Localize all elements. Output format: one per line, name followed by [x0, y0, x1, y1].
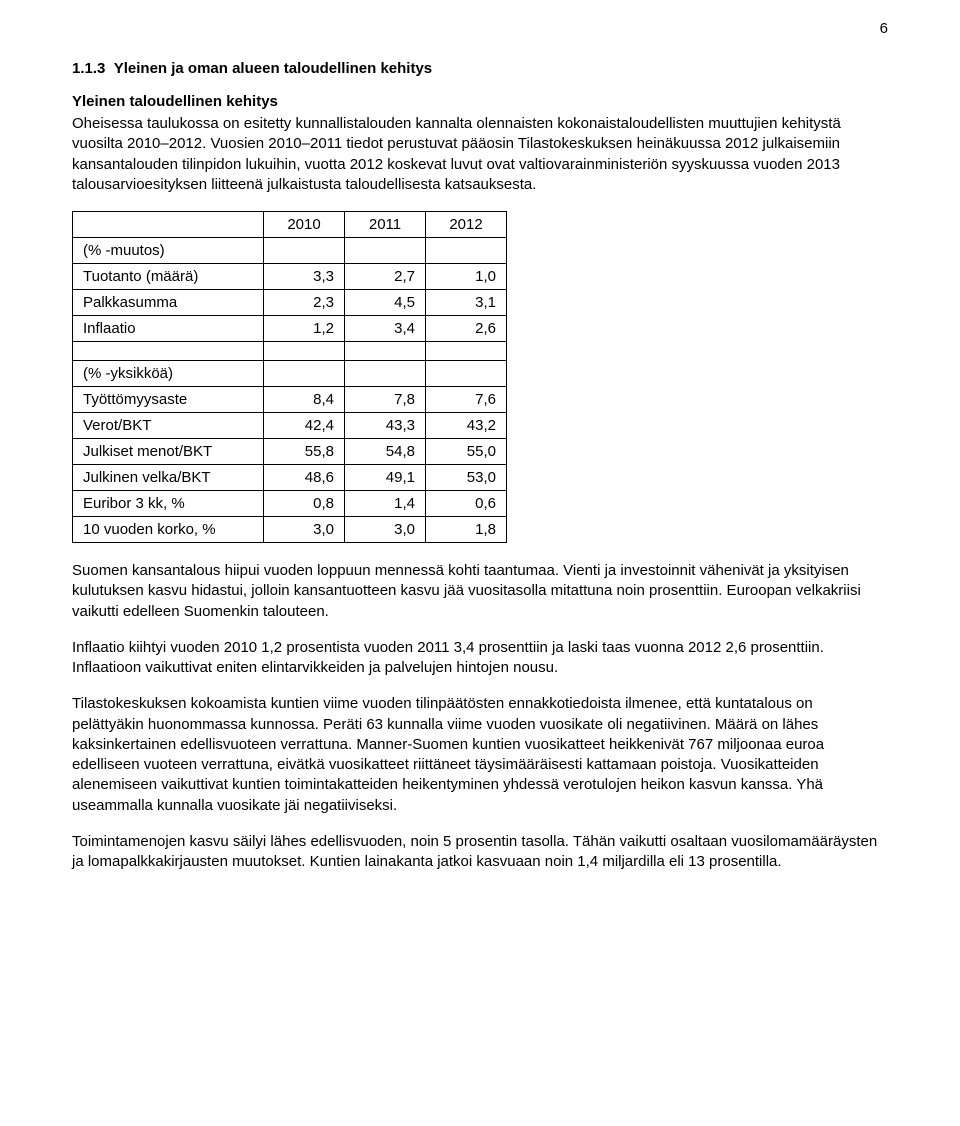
row-label: Tuotanto (määrä) — [73, 264, 264, 290]
row-label: Julkiset menot/BKT — [73, 439, 264, 465]
cell: 42,4 — [264, 413, 345, 439]
table-row: Inflaatio 1,2 3,4 2,6 — [73, 316, 507, 342]
cell: 7,6 — [426, 387, 507, 413]
row-label: Inflaatio — [73, 316, 264, 342]
intro-paragraph: Oheisessa taulukossa on esitetty kunnall… — [72, 114, 888, 195]
cell: 43,3 — [345, 413, 426, 439]
cell: 4,5 — [345, 290, 426, 316]
cell: 55,0 — [426, 439, 507, 465]
cell: 1,8 — [426, 517, 507, 543]
col-header: 2012 — [426, 212, 507, 238]
table-header-row: 2010 2011 2012 — [73, 212, 507, 238]
cell: 3,0 — [264, 517, 345, 543]
cell: 3,0 — [345, 517, 426, 543]
cell: 2,7 — [345, 264, 426, 290]
cell: 1,0 — [426, 264, 507, 290]
cell: 3,1 — [426, 290, 507, 316]
group-label: (% -muutos) — [73, 238, 264, 264]
cell: 1,2 — [264, 316, 345, 342]
col-header: 2010 — [264, 212, 345, 238]
table-group-row: (% -yksikköä) — [73, 361, 507, 387]
economy-table: 2010 2011 2012 (% -muutos) Tuotanto (mää… — [72, 211, 507, 543]
table-row: Työttömyysaste 8,4 7,8 7,6 — [73, 387, 507, 413]
cell: 53,0 — [426, 465, 507, 491]
row-label: Palkkasumma — [73, 290, 264, 316]
cell: 48,6 — [264, 465, 345, 491]
table-row: Julkinen velka/BKT 48,6 49,1 53,0 — [73, 465, 507, 491]
cell: 54,8 — [345, 439, 426, 465]
section-heading: 1.1.3 Yleinen ja oman alueen taloudellin… — [72, 60, 888, 77]
cell: 8,4 — [264, 387, 345, 413]
cell: 0,6 — [426, 491, 507, 517]
cell: 0,8 — [264, 491, 345, 517]
cell: 1,4 — [345, 491, 426, 517]
paragraph: Toimintamenojen kasvu säilyi lähes edell… — [72, 832, 888, 873]
row-label: Verot/BKT — [73, 413, 264, 439]
paragraph: Tilastokeskuksen kokoamista kuntien viim… — [72, 694, 888, 816]
table-row: Palkkasumma 2,3 4,5 3,1 — [73, 290, 507, 316]
cell: 7,8 — [345, 387, 426, 413]
row-label: Julkinen velka/BKT — [73, 465, 264, 491]
table-row: Verot/BKT 42,4 43,3 43,2 — [73, 413, 507, 439]
cell: 2,6 — [426, 316, 507, 342]
spacer-row — [73, 342, 507, 361]
cell: 49,1 — [345, 465, 426, 491]
table-row: Tuotanto (määrä) 3,3 2,7 1,0 — [73, 264, 507, 290]
paragraph: Suomen kansantalous hiipui vuoden loppuu… — [72, 561, 888, 622]
table-row: Julkiset menot/BKT 55,8 54,8 55,0 — [73, 439, 507, 465]
cell: 2,3 — [264, 290, 345, 316]
table-row: Euribor 3 kk, % 0,8 1,4 0,6 — [73, 491, 507, 517]
sub-heading: Yleinen taloudellinen kehitys — [72, 93, 888, 110]
cell: 3,4 — [345, 316, 426, 342]
table-group-row: (% -muutos) — [73, 238, 507, 264]
section-title: Yleinen ja oman alueen taloudellinen keh… — [114, 60, 432, 77]
paragraph: Inflaatio kiihtyi vuoden 2010 1,2 prosen… — [72, 638, 888, 679]
row-label: 10 vuoden korko, % — [73, 517, 264, 543]
page: 6 1.1.3 Yleinen ja oman alueen taloudell… — [0, 0, 960, 1126]
page-number: 6 — [880, 20, 888, 37]
row-label: Työttömyysaste — [73, 387, 264, 413]
col-header: 2011 — [345, 212, 426, 238]
section-number: 1.1.3 — [72, 60, 105, 77]
row-label: Euribor 3 kk, % — [73, 491, 264, 517]
table-row: 10 vuoden korko, % 3,0 3,0 1,8 — [73, 517, 507, 543]
cell: 3,3 — [264, 264, 345, 290]
cell: 55,8 — [264, 439, 345, 465]
group-label: (% -yksikköä) — [73, 361, 264, 387]
cell: 43,2 — [426, 413, 507, 439]
